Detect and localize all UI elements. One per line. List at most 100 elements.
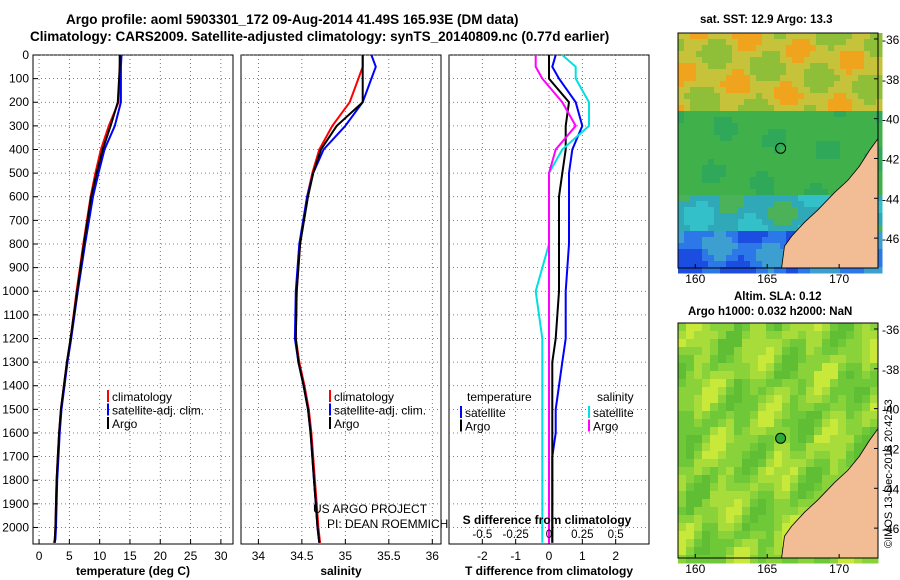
map-cell — [758, 347, 767, 356]
s-tick-label: -0.5 — [472, 529, 492, 541]
map-cell — [758, 531, 767, 540]
map-cell — [846, 387, 855, 396]
map-cell — [790, 379, 799, 388]
map-cell — [714, 177, 721, 184]
map-cell — [678, 255, 685, 262]
map-cell — [732, 255, 739, 262]
map-cell — [702, 491, 711, 500]
map-cell — [678, 387, 687, 396]
map-cell — [830, 435, 839, 444]
map-cell — [814, 379, 823, 388]
map-cell — [678, 33, 685, 40]
map-cell — [726, 267, 733, 274]
map-cell — [806, 499, 815, 508]
map-cell — [744, 153, 751, 160]
map-cell — [690, 171, 697, 178]
map-cell — [686, 323, 695, 332]
map-cell — [782, 339, 791, 348]
map-cell — [864, 51, 871, 58]
map-cell — [684, 87, 691, 94]
map-cell — [798, 475, 807, 484]
map-cell — [762, 93, 769, 100]
map-cell — [708, 39, 715, 46]
map-cell — [822, 147, 829, 154]
x-tick-label: 35 — [339, 549, 353, 563]
map-cell — [780, 111, 787, 118]
map-cell — [804, 165, 811, 172]
map-cell — [696, 147, 703, 154]
map-cell — [684, 51, 691, 58]
map-cell — [782, 483, 791, 492]
map-cell — [696, 201, 703, 208]
map-cell — [732, 99, 739, 106]
map-cell — [774, 323, 783, 332]
map-cell — [810, 201, 817, 208]
map-cell — [822, 411, 831, 420]
map-cell — [708, 237, 715, 244]
map-cell — [828, 189, 835, 196]
map-cell — [694, 467, 703, 476]
map-cell — [758, 435, 767, 444]
map-cell — [816, 189, 823, 196]
map-cell — [678, 331, 687, 340]
map-cell — [798, 347, 807, 356]
map-cell — [726, 123, 733, 130]
map-cell — [774, 51, 781, 58]
map-cell — [838, 459, 847, 468]
map-cell — [710, 539, 719, 548]
map-cell — [726, 165, 733, 172]
map-cell — [840, 177, 847, 184]
map-cell — [806, 555, 815, 564]
map-cell — [734, 419, 743, 428]
map-cell — [702, 195, 709, 202]
map-cell — [702, 165, 709, 172]
map-cell — [846, 39, 853, 46]
map-cell — [798, 395, 807, 404]
map-cell — [702, 141, 709, 148]
map-cell — [684, 213, 691, 220]
map-cell — [786, 153, 793, 160]
map-cell — [710, 403, 719, 412]
map-cell — [876, 267, 883, 274]
map-cell — [780, 159, 787, 166]
map-cell — [690, 225, 697, 232]
map-cell — [822, 363, 831, 372]
map-cell — [828, 57, 835, 64]
map-cell — [858, 63, 865, 70]
map-cell — [798, 459, 807, 468]
map-cell — [846, 123, 853, 130]
map-cell — [768, 129, 775, 136]
map-cell — [732, 183, 739, 190]
map-cell — [774, 207, 781, 214]
map-cell — [774, 249, 781, 256]
map-cell — [806, 459, 815, 468]
map-cell — [750, 427, 759, 436]
map-cell — [750, 459, 759, 468]
map-cell — [780, 213, 787, 220]
map-cell — [768, 63, 775, 70]
map-cell — [798, 435, 807, 444]
map-cell — [734, 323, 743, 332]
map-cell — [750, 93, 757, 100]
map-cell — [814, 459, 823, 468]
map-y-tick-label: -42 — [882, 152, 900, 166]
map-cell — [738, 75, 745, 82]
map-cell — [822, 135, 829, 142]
map-cell — [876, 237, 883, 244]
map-cell — [708, 129, 715, 136]
map-cell — [762, 63, 769, 70]
map-cell — [774, 411, 783, 420]
map-cell — [870, 427, 879, 436]
map-cell — [684, 33, 691, 40]
map-cell — [814, 355, 823, 364]
map-cell — [810, 87, 817, 94]
map-cell — [702, 451, 711, 460]
map-cell — [710, 443, 719, 452]
map-cell — [798, 45, 805, 52]
map-cell — [854, 371, 863, 380]
map-cell — [690, 219, 697, 226]
map-cell — [864, 147, 871, 154]
map-cell — [738, 141, 745, 148]
map-cell — [862, 411, 871, 420]
map-cell — [696, 243, 703, 250]
